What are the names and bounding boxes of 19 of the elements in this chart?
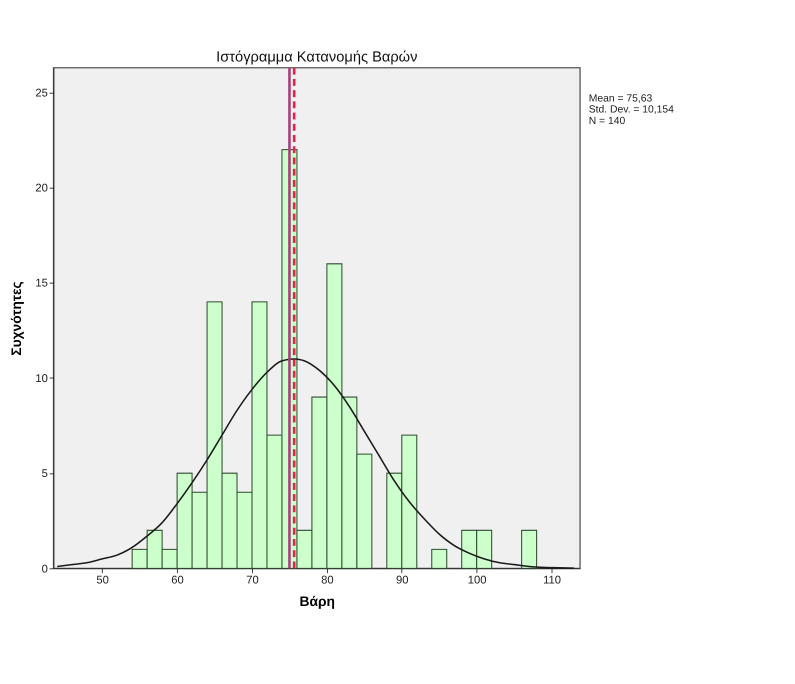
y-tick-label: 10 [35,372,48,385]
y-tick-label: 25 [35,87,48,100]
y-tick-label: 5 [42,468,48,480]
text: Mean = 75,63 [588,93,652,104]
x-tick-label: 50 [96,574,109,586]
y-tick-label: 0 [42,563,48,576]
y-axis-title: Συχνότητες [8,281,24,356]
x-tick-label: 60 [171,574,184,586]
x-axis-title: Βάρη [300,592,335,609]
text: N = 140 [588,116,626,127]
y-tick-label: 20 [35,182,48,195]
chart-title: Ιστόγραμμα Κατανομής Βαρών [216,49,418,66]
y-tick-label: 15 [35,278,48,290]
text: Std. Dev. = 10,154 [588,104,674,116]
x-tick-label: 90 [396,574,408,586]
x-tick-label: 100 [468,574,486,586]
x-tick-label: 70 [246,574,259,586]
x-tick-label: 80 [321,574,334,586]
x-tick-label: 110 [543,574,561,586]
